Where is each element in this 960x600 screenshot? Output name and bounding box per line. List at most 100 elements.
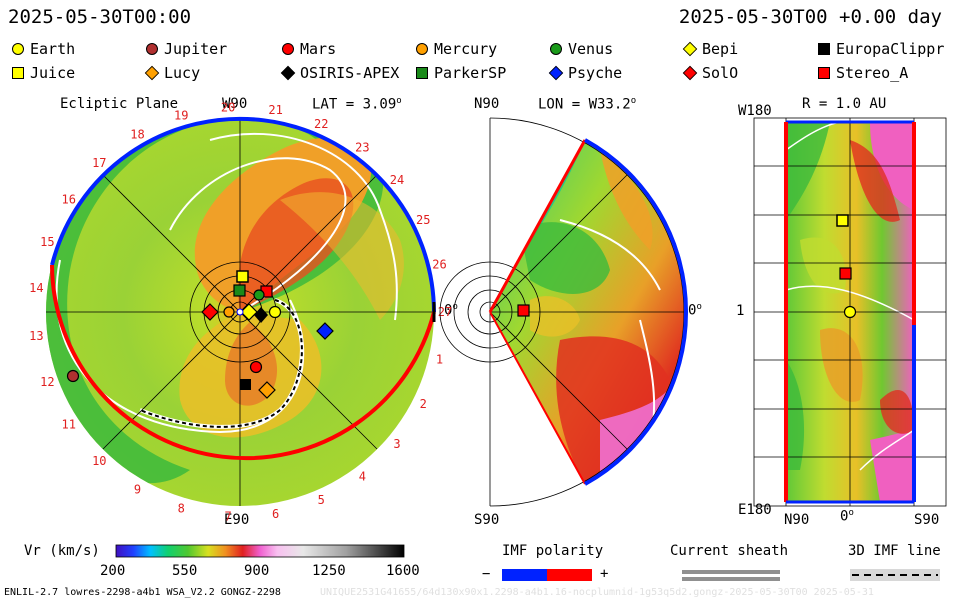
meridional-bottom-label: S90 — [474, 512, 500, 528]
carrington-label: 15 — [40, 235, 54, 249]
current-sheath-label: Current sheath — [670, 543, 789, 559]
footer-run-id: UNIQUE2531G41655/64d130x90x1.2298-a4b1.1… — [320, 587, 874, 598]
left-timestamp: 2025-05-30T00:00 — [8, 6, 192, 28]
jupiter-marker — [66, 369, 80, 383]
ecliptic-lat-label: LAT = 3.09o — [312, 96, 402, 113]
legend-item-psyche: Psyche — [548, 64, 623, 82]
stereo-a-marker-shell — [839, 267, 852, 280]
legend-label: Mars — [300, 40, 337, 58]
legend-label: Jupiter — [164, 40, 228, 58]
square-icon — [416, 67, 428, 79]
carrington-label: 5 — [318, 493, 325, 507]
ecliptic-objects — [66, 270, 334, 399]
legend-label: Bepi — [702, 40, 739, 58]
carrington-label: 4 — [359, 469, 366, 483]
imf-minus-label: − — [482, 566, 491, 582]
legend-label: Earth — [30, 40, 76, 58]
imf-polarity-label: IMF polarity — [502, 543, 604, 559]
meridional-lon-label: LON = W33.2o — [538, 96, 637, 113]
bepi-marker — [240, 303, 258, 321]
legend-item-solo: SolO — [682, 64, 738, 82]
ecliptic-bottom-label: E90 — [224, 512, 250, 528]
carrington-label: 7 — [224, 510, 231, 524]
stereo-a-marker-meridional — [517, 304, 530, 317]
carrington-label: 26 — [432, 258, 446, 272]
carrington-label: 25 — [416, 213, 430, 227]
sheath-swatch-1 — [682, 570, 780, 574]
colorbar-tick-200: 200 — [100, 563, 126, 579]
colorbar-tick-1250: 1250 — [312, 563, 346, 579]
legend-item-earth: Earth — [12, 40, 75, 58]
solo-marker — [201, 303, 219, 321]
square-icon — [818, 43, 830, 55]
sheath-swatch-2 — [682, 577, 780, 581]
juice-marker — [236, 270, 249, 283]
legend-item-juice: Juice — [12, 64, 75, 82]
footer-model-info: ENLIL-2.7 lowres-2298-a4b1 WSA_V2.2 GONG… — [4, 587, 281, 598]
square-icon — [818, 67, 830, 79]
shell-x-mid: 0o — [840, 508, 854, 525]
carrington-label: 10 — [92, 454, 106, 468]
carrington-label: 24 — [390, 173, 404, 187]
carrington-label: 21 — [268, 103, 282, 117]
meridional-right-label: 0o — [688, 302, 702, 319]
shell-x-right: S90 — [914, 512, 940, 528]
carrington-label: 8 — [178, 501, 185, 515]
carrington-label: 16 — [61, 192, 75, 206]
carrington-label: 20 — [221, 100, 235, 114]
carrington-label: 13 — [29, 329, 43, 343]
europa-clipper-marker — [240, 379, 251, 390]
legend-item-parkersp: ParkerSP — [416, 64, 506, 82]
carrington-label: 1 — [436, 352, 443, 366]
legend-label: Juice — [30, 64, 76, 82]
imf-positive-swatch — [547, 569, 592, 581]
legend-item-stereo-a: Stereo_A — [818, 64, 908, 82]
carrington-label: 17 — [92, 156, 106, 170]
sun-marker — [236, 308, 244, 316]
shell-panel — [753, 117, 947, 507]
legend-item-mars: Mars — [282, 40, 336, 58]
legend-label: Lucy — [164, 64, 201, 82]
venus-marker — [253, 289, 265, 301]
legend-label: Venus — [568, 40, 614, 58]
vr-colorbar — [115, 544, 405, 558]
legend-item-lucy: Lucy — [144, 64, 201, 82]
carrington-label: 11 — [61, 418, 75, 432]
shell-title: R = 1.0 AU — [802, 96, 887, 112]
shell-x-left: N90 — [784, 512, 810, 528]
mars-marker — [249, 360, 263, 374]
legend-item-europaclippr: EuropaClippr — [818, 40, 944, 58]
ecliptic-top-label: W90 — [222, 96, 248, 112]
carrington-label: 2 — [420, 397, 427, 411]
colorbar-tick-1600: 1600 — [386, 563, 420, 579]
imf-negative-swatch — [502, 569, 547, 581]
ecliptic-title: Ecliptic Plane — [60, 96, 179, 112]
carrington-label: 19 — [174, 109, 188, 123]
square-icon — [12, 67, 24, 79]
psyche-marker — [316, 322, 334, 340]
carrington-label: 12 — [40, 375, 54, 389]
carrington-label: 14 — [29, 281, 43, 295]
shell-top-label: W180 — [738, 103, 772, 119]
colorbar-tick-900: 900 — [244, 563, 270, 579]
right-timestamp: 2025-05-30T00 +0.00 day — [678, 6, 942, 28]
legend-label: Psyche — [568, 64, 623, 82]
legend-item-venus: Venus — [550, 40, 613, 58]
osiris-apex-marker — [254, 307, 268, 323]
mercury-marker — [223, 306, 235, 318]
legend-item-jupiter: Jupiter — [146, 40, 227, 58]
circle-icon — [146, 43, 158, 55]
legend-item-bepi: Bepi — [682, 40, 739, 58]
shell-mid-label: 1 — [736, 303, 745, 319]
meridional-top-label: N90 — [474, 96, 500, 112]
legend-label: EuropaClippr — [836, 40, 945, 58]
circle-icon — [416, 43, 428, 55]
lucy-marker — [258, 381, 276, 399]
imf3d-label: 3D IMF line — [848, 543, 941, 559]
legend-label: ParkerSP — [434, 64, 507, 82]
carrington-label: 22 — [314, 117, 328, 131]
imf-plus-label: + — [600, 566, 609, 582]
parker-marker — [233, 284, 246, 297]
carrington-label: 23 — [355, 141, 369, 155]
